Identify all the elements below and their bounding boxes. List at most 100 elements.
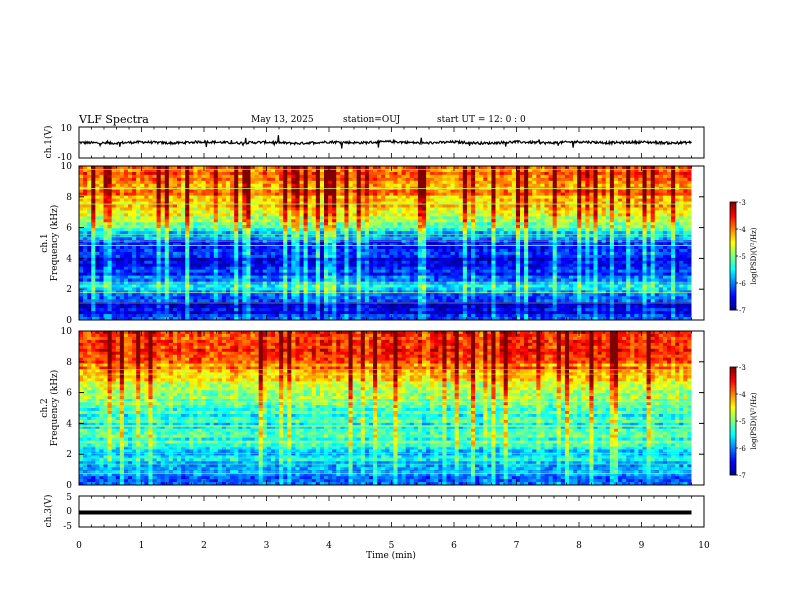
spectrogram-cell: [536, 207, 541, 211]
spectrogram-cell: [397, 204, 402, 208]
spectrogram-cell: [483, 237, 488, 241]
spectrogram-cell: [238, 243, 243, 247]
spectrogram-cell: [622, 257, 627, 262]
spectrogram-cell: [152, 240, 157, 244]
spectrogram-cell: [675, 204, 680, 208]
spectrogram-cell: [569, 171, 574, 176]
spectrogram-cell: [103, 263, 108, 268]
spectrogram-cell: [221, 195, 227, 199]
spectrogram-cell: [270, 171, 276, 176]
spectrogram-cell: [185, 166, 190, 170]
spectrogram-cell: [564, 213, 570, 217]
spectrogram-cell: [197, 251, 202, 256]
spectrogram-cell: [226, 204, 231, 208]
spectrogram-cell: [348, 192, 353, 197]
spectrogram-cell: [95, 174, 100, 179]
spectrogram-cell: [613, 240, 619, 244]
spectrogram-cell: [368, 213, 374, 217]
spectrogram-cell: [650, 198, 656, 202]
spectrogram-cell: [213, 245, 219, 250]
spectrogram-cell: [213, 237, 219, 241]
spectrogram-cell: [487, 234, 492, 238]
spectrogram-cell: [630, 168, 635, 173]
spectrogram-cell: [279, 213, 284, 217]
spectrogram-cell: [156, 234, 162, 238]
spectrogram-cell: [234, 192, 239, 197]
spectrogram-cell: [291, 251, 296, 256]
spectrogram-cell: [446, 260, 451, 265]
spectrogram-cell: [209, 245, 215, 250]
spectrogram-cell: [360, 219, 366, 223]
spectrogram-cell: [168, 177, 174, 182]
spectrogram-cell: [283, 174, 288, 179]
spectrogram-cell: [319, 201, 325, 205]
spectrogram-cell: [401, 174, 407, 179]
spectrogram-cell: [622, 228, 627, 232]
spectrogram-cell: [454, 245, 460, 250]
spectrogram-cell: [311, 195, 317, 199]
spectrogram-cell: [213, 174, 219, 179]
spectrogram-cell: [540, 207, 545, 211]
spectrogram-cell: [181, 237, 186, 241]
spectrogram-cell: [454, 228, 460, 232]
spectrogram-cell: [605, 177, 611, 182]
spectrogram-cell: [287, 222, 292, 226]
spectrogram-cell: [503, 260, 509, 265]
spectrogram-cell: [667, 254, 672, 259]
spectrogram-cell: [393, 198, 398, 202]
spectrogram-cell: [409, 171, 415, 176]
spectrogram-cell: [336, 228, 341, 232]
spectrogram-cell: [307, 216, 313, 220]
spectrogram-cell: [683, 183, 688, 188]
spectrogram-cell: [103, 195, 108, 199]
spectrogram-cell: [491, 210, 496, 214]
spectrogram-cell: [422, 207, 427, 211]
spectrogram-cell: [250, 198, 255, 202]
spectrogram-cell: [364, 174, 370, 179]
spectrogram-cell: [385, 204, 390, 208]
spectrogram-cell: [123, 234, 129, 238]
spectrogram-cell: [430, 192, 435, 197]
spectrogram-cell: [103, 183, 108, 188]
spectrogram-cell: [315, 234, 321, 238]
spectrogram-cell: [87, 257, 92, 262]
spectrogram-cell: [381, 260, 386, 265]
spectrogram-cell: [373, 219, 378, 223]
spectrogram-cell: [168, 204, 174, 208]
spectrogram-cell: [364, 204, 370, 208]
spectrogram-cell: [160, 257, 166, 262]
spectrogram-cell: [270, 216, 276, 220]
spectrogram-cell: [283, 177, 288, 182]
spectrogram-cell: [405, 171, 411, 176]
spectrogram-cell: [156, 216, 162, 220]
spectrogram-cell: [197, 228, 202, 232]
spectrogram-cell: [193, 260, 198, 265]
spectrogram-cell: [393, 257, 398, 262]
spectrogram-cell: [413, 174, 419, 179]
spectrogram-cell: [340, 166, 345, 170]
spectrogram-cell: [193, 201, 198, 205]
spectrogram-cell: [405, 183, 411, 188]
spectrogram-cell: [430, 189, 435, 194]
spectrogram-cell: [397, 213, 402, 217]
spectrogram-cell: [401, 251, 407, 256]
spectrogram-cell: [503, 174, 509, 179]
spectrogram-cell: [368, 168, 374, 173]
spectrogram-cell: [430, 204, 435, 208]
spectrogram-cell: [687, 171, 692, 176]
spectrogram-cell: [560, 234, 566, 238]
spectrogram-cell: [650, 201, 656, 205]
spectrogram-cell: [466, 171, 472, 176]
spectrogram-cell: [462, 228, 468, 232]
spectrogram-cell: [393, 177, 398, 182]
spectrogram-cell: [328, 231, 333, 235]
spectrogram-cell: [471, 192, 476, 197]
spectrogram-cell: [226, 243, 231, 247]
spectrogram-cell: [671, 168, 676, 173]
spectrogram-cell: [311, 251, 317, 256]
spectrogram-cell: [397, 222, 402, 226]
spectrogram-cell: [148, 222, 153, 226]
spectrogram-cell: [336, 219, 341, 223]
spectrogram-cell: [348, 257, 353, 262]
spectrogram-cell: [152, 216, 157, 220]
